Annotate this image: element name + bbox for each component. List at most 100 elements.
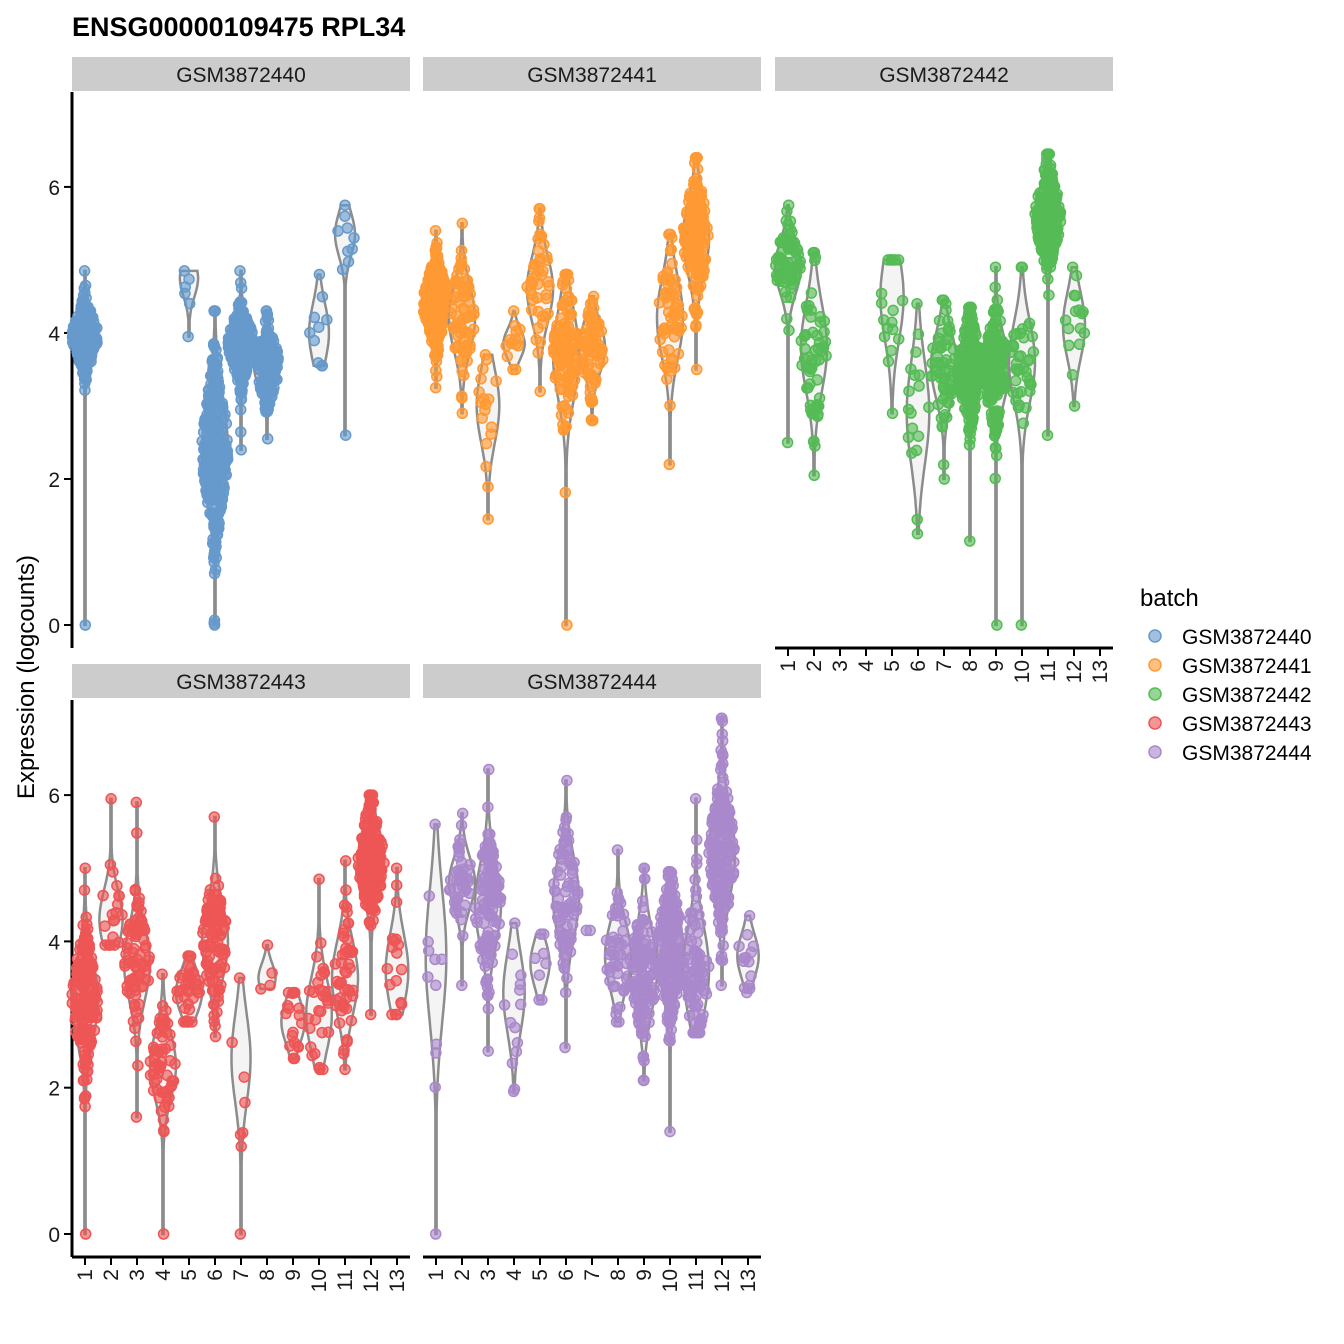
data-point bbox=[137, 933, 150, 946]
data-point bbox=[197, 927, 209, 939]
data-point bbox=[333, 978, 345, 990]
data-point bbox=[78, 1074, 90, 1087]
data-point bbox=[157, 1228, 170, 1240]
data-point bbox=[690, 834, 703, 846]
x-tick-label: 5 bbox=[529, 1269, 552, 1281]
data-point bbox=[738, 955, 750, 968]
data-point bbox=[208, 386, 221, 399]
data-point bbox=[482, 1045, 494, 1057]
data-point bbox=[78, 282, 91, 295]
data-point bbox=[204, 884, 217, 896]
data-point bbox=[1016, 261, 1029, 273]
data-point bbox=[202, 454, 215, 466]
data-point bbox=[133, 998, 145, 1011]
points bbox=[329, 855, 359, 1076]
data-point bbox=[357, 876, 370, 889]
data-point bbox=[1068, 289, 1081, 302]
points bbox=[1029, 148, 1067, 441]
data-point bbox=[1033, 235, 1046, 247]
data-point bbox=[358, 891, 371, 903]
data-point bbox=[525, 276, 537, 288]
data-point bbox=[84, 1024, 96, 1036]
legend-entry: GSM3872440 bbox=[1182, 626, 1312, 649]
data-point bbox=[537, 947, 550, 960]
data-point bbox=[271, 361, 283, 373]
data-point bbox=[129, 885, 142, 897]
data-point bbox=[81, 953, 93, 966]
data-point bbox=[509, 319, 522, 332]
data-point bbox=[680, 979, 693, 991]
data-point bbox=[200, 958, 213, 970]
data-point bbox=[538, 238, 550, 251]
data-point bbox=[637, 1002, 650, 1014]
data-point bbox=[429, 1081, 441, 1093]
data-point bbox=[509, 917, 521, 929]
data-point bbox=[226, 1036, 238, 1049]
data-point bbox=[662, 278, 674, 290]
data-point bbox=[130, 1111, 143, 1123]
data-point bbox=[809, 251, 822, 263]
data-point bbox=[802, 382, 814, 394]
data-point bbox=[804, 363, 817, 375]
data-point bbox=[584, 392, 597, 405]
data-point bbox=[150, 1073, 163, 1085]
data-point bbox=[455, 819, 468, 832]
data-point bbox=[210, 448, 223, 461]
data-point bbox=[390, 879, 403, 891]
data-point bbox=[311, 950, 323, 963]
data-point bbox=[450, 894, 463, 906]
violin-group-11 bbox=[332, 199, 360, 441]
data-point bbox=[480, 460, 492, 473]
data-point bbox=[664, 1125, 676, 1138]
data-point bbox=[942, 323, 955, 336]
data-point bbox=[429, 381, 442, 394]
data-point bbox=[234, 1128, 247, 1141]
data-point bbox=[722, 840, 735, 853]
violin-group-8 bbox=[951, 301, 989, 547]
y-tick-label: 2 bbox=[48, 469, 60, 492]
data-point bbox=[913, 380, 925, 392]
data-point bbox=[989, 424, 1001, 437]
data-point bbox=[446, 301, 458, 314]
violin-group-1 bbox=[66, 265, 103, 631]
data-point bbox=[198, 467, 211, 480]
data-point bbox=[691, 946, 703, 959]
data-point bbox=[317, 985, 330, 998]
data-point bbox=[261, 433, 274, 445]
data-point bbox=[561, 619, 573, 631]
data-point bbox=[638, 862, 651, 874]
data-point bbox=[134, 969, 146, 981]
data-point bbox=[370, 851, 382, 863]
data-point bbox=[661, 362, 673, 375]
data-point bbox=[490, 375, 502, 387]
data-point bbox=[628, 961, 640, 974]
x-tick-label: 3 bbox=[126, 1269, 149, 1281]
data-point bbox=[198, 940, 210, 953]
x-tick-label: 10 bbox=[659, 1269, 682, 1292]
data-point bbox=[923, 401, 935, 414]
data-point bbox=[506, 948, 519, 960]
data-point bbox=[121, 937, 133, 949]
x-tick-label: 13 bbox=[737, 1269, 760, 1292]
data-point bbox=[691, 957, 703, 970]
points bbox=[795, 246, 832, 482]
violin-group-12 bbox=[1059, 261, 1091, 412]
data-point bbox=[336, 263, 349, 276]
data-point bbox=[697, 240, 709, 253]
points bbox=[222, 265, 260, 456]
data-point bbox=[610, 1016, 623, 1028]
data-point bbox=[720, 875, 732, 887]
violin-group-2 bbox=[795, 246, 832, 482]
data-point bbox=[540, 957, 552, 970]
data-point bbox=[341, 906, 353, 918]
data-point bbox=[1073, 338, 1086, 351]
data-point bbox=[184, 961, 197, 974]
data-point bbox=[532, 322, 544, 334]
legend-entry: GSM3872444 bbox=[1182, 742, 1312, 765]
data-point bbox=[550, 369, 562, 381]
data-point bbox=[467, 303, 480, 316]
points bbox=[66, 265, 103, 631]
data-point bbox=[482, 828, 494, 840]
data-point bbox=[804, 399, 817, 412]
data-point bbox=[779, 286, 792, 298]
